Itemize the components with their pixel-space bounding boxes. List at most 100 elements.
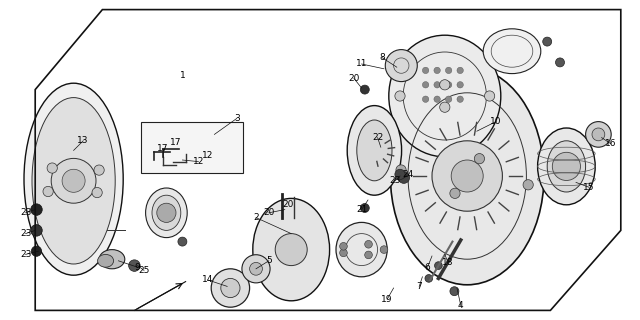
Circle shape	[445, 96, 452, 102]
Circle shape	[457, 67, 463, 74]
Ellipse shape	[152, 195, 181, 230]
Text: 2: 2	[253, 213, 259, 222]
Circle shape	[395, 91, 405, 101]
Circle shape	[586, 122, 611, 147]
Circle shape	[275, 234, 307, 266]
Text: 9: 9	[135, 263, 140, 272]
Text: 23: 23	[20, 250, 31, 259]
Circle shape	[451, 160, 483, 192]
Circle shape	[543, 37, 552, 46]
Circle shape	[556, 58, 564, 67]
Text: 1: 1	[180, 71, 185, 80]
Circle shape	[592, 128, 605, 141]
Circle shape	[221, 278, 240, 298]
Ellipse shape	[253, 198, 330, 301]
Circle shape	[340, 249, 348, 257]
Ellipse shape	[390, 67, 544, 285]
Circle shape	[422, 67, 429, 74]
Ellipse shape	[24, 83, 124, 275]
Circle shape	[365, 240, 372, 248]
Circle shape	[31, 246, 42, 256]
Ellipse shape	[336, 222, 387, 277]
Ellipse shape	[99, 250, 125, 269]
Text: 23: 23	[389, 176, 401, 185]
Text: 4: 4	[458, 301, 463, 310]
Circle shape	[250, 262, 262, 275]
Circle shape	[434, 82, 440, 88]
Circle shape	[365, 251, 372, 259]
Ellipse shape	[347, 106, 402, 195]
Circle shape	[450, 287, 459, 296]
Circle shape	[242, 255, 270, 283]
Circle shape	[157, 203, 176, 222]
Circle shape	[385, 50, 417, 82]
Circle shape	[360, 85, 369, 94]
Text: 17: 17	[157, 144, 169, 153]
Circle shape	[434, 96, 440, 102]
Text: 23: 23	[20, 229, 31, 238]
Text: 21: 21	[356, 205, 367, 214]
Text: 13: 13	[77, 136, 89, 145]
Circle shape	[440, 80, 450, 90]
Ellipse shape	[547, 141, 586, 192]
Circle shape	[457, 96, 463, 102]
Circle shape	[474, 154, 484, 164]
Circle shape	[523, 180, 533, 190]
Text: 5: 5	[266, 256, 271, 265]
Circle shape	[440, 102, 450, 112]
Ellipse shape	[146, 188, 188, 237]
Circle shape	[432, 141, 502, 211]
Circle shape	[445, 82, 452, 88]
Circle shape	[450, 188, 460, 198]
Circle shape	[552, 152, 580, 180]
Text: 20: 20	[282, 200, 294, 209]
Text: 16: 16	[605, 140, 617, 148]
Text: 14: 14	[202, 276, 214, 284]
Circle shape	[51, 158, 96, 203]
Bar	[141, 122, 243, 173]
Text: 6: 6	[425, 263, 430, 272]
Circle shape	[47, 163, 58, 173]
Circle shape	[422, 96, 429, 102]
Circle shape	[395, 169, 405, 180]
Text: 23: 23	[20, 208, 31, 217]
Text: 18: 18	[442, 258, 454, 267]
Circle shape	[484, 91, 495, 101]
Ellipse shape	[388, 35, 500, 157]
Circle shape	[31, 225, 42, 236]
Circle shape	[380, 246, 388, 253]
Circle shape	[435, 262, 442, 269]
Ellipse shape	[32, 98, 115, 264]
Text: 22: 22	[372, 133, 383, 142]
Circle shape	[398, 172, 410, 183]
Text: 12: 12	[193, 157, 204, 166]
Ellipse shape	[357, 120, 392, 181]
Circle shape	[94, 165, 104, 175]
Circle shape	[396, 165, 406, 175]
Text: 15: 15	[583, 183, 595, 192]
Text: 25: 25	[138, 266, 150, 275]
Circle shape	[43, 186, 53, 196]
Circle shape	[62, 169, 85, 192]
Circle shape	[129, 260, 140, 271]
Circle shape	[434, 67, 440, 74]
Circle shape	[31, 204, 42, 215]
Text: 20: 20	[348, 74, 360, 83]
Circle shape	[360, 204, 369, 212]
Text: 24: 24	[403, 170, 414, 179]
Circle shape	[92, 188, 102, 198]
Text: 12: 12	[202, 151, 214, 160]
Text: 3: 3	[234, 114, 239, 123]
Circle shape	[178, 237, 187, 246]
Text: 19: 19	[381, 295, 393, 304]
Text: 10: 10	[490, 117, 502, 126]
Ellipse shape	[483, 29, 541, 74]
Circle shape	[425, 275, 433, 282]
Ellipse shape	[98, 254, 114, 267]
Text: 11: 11	[356, 60, 367, 68]
Text: 7: 7	[417, 282, 422, 291]
Circle shape	[422, 82, 429, 88]
Ellipse shape	[538, 128, 595, 205]
Text: 8: 8	[380, 53, 385, 62]
Circle shape	[211, 269, 250, 307]
